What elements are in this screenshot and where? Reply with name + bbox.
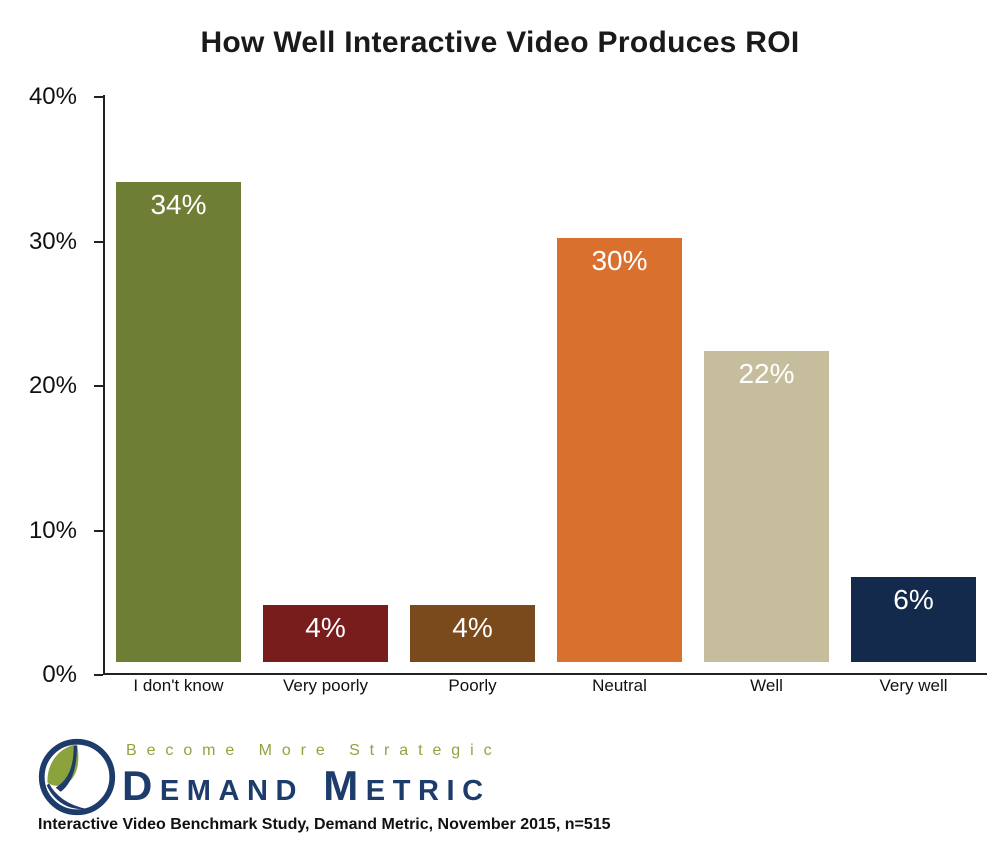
bar-value-label: 30%: [591, 245, 648, 277]
bar-column: 22% Well: [693, 97, 840, 713]
bar-value-label: 6%: [893, 584, 934, 616]
category-label: Well: [750, 675, 783, 695]
category-label: Neutral: [592, 675, 647, 695]
y-tick-mark: [94, 385, 103, 387]
y-tick-mark: [94, 674, 103, 676]
chart-title: How Well Interactive Video Produces ROI: [200, 26, 800, 59]
brand-tagline: Become More Strategic: [126, 742, 502, 759]
bar-value-label: 34%: [150, 188, 207, 220]
brand-name: Demand Metric: [122, 762, 491, 809]
y-tick-label: 30%: [28, 227, 77, 255]
demand-metric-logo-icon: [38, 738, 116, 816]
category-label: I don't know: [133, 675, 224, 695]
bar-value-label: 4%: [452, 612, 493, 644]
category-label: Very poorly: [282, 675, 369, 695]
source-citation: Interactive Video Benchmark Study, Deman…: [38, 816, 611, 833]
y-tick-mark: [94, 240, 103, 243]
bar-value-label: 22%: [738, 358, 795, 390]
y-tick-mark: [94, 529, 103, 532]
bar-column: 4% Poorly: [399, 97, 546, 713]
bar-column: 6% Very well: [840, 97, 987, 713]
bar-column: 4% Very poorly: [252, 97, 399, 713]
y-axis-ticks: 40% 30% 20% 10% 0%: [0, 83, 103, 688]
y-tick-label: 20%: [28, 372, 77, 399]
y-tick-label: 40%: [28, 83, 77, 110]
bar: 4%: [263, 605, 388, 662]
bar: 4%: [410, 605, 535, 662]
bar: 34%: [116, 181, 241, 662]
y-tick-label: 10%: [28, 516, 77, 544]
bar-value-label: 4%: [305, 612, 346, 644]
bar: 22%: [704, 351, 829, 662]
bar: 6%: [851, 577, 976, 662]
category-label: Poorly: [448, 675, 497, 695]
bar-column: 30% Neutral: [546, 97, 693, 713]
y-axis-line: [103, 95, 105, 675]
category-label: Very well: [879, 675, 948, 695]
bar-column: 34% I don't know: [105, 97, 252, 713]
y-tick-mark: [94, 96, 103, 98]
bar-columns: 34% I don't know 4% Very poorly 4% Poorly 30% N…: [105, 97, 987, 713]
x-axis-line: [103, 673, 987, 675]
bar: 30%: [557, 238, 682, 662]
y-tick-label: 0%: [42, 661, 77, 688]
